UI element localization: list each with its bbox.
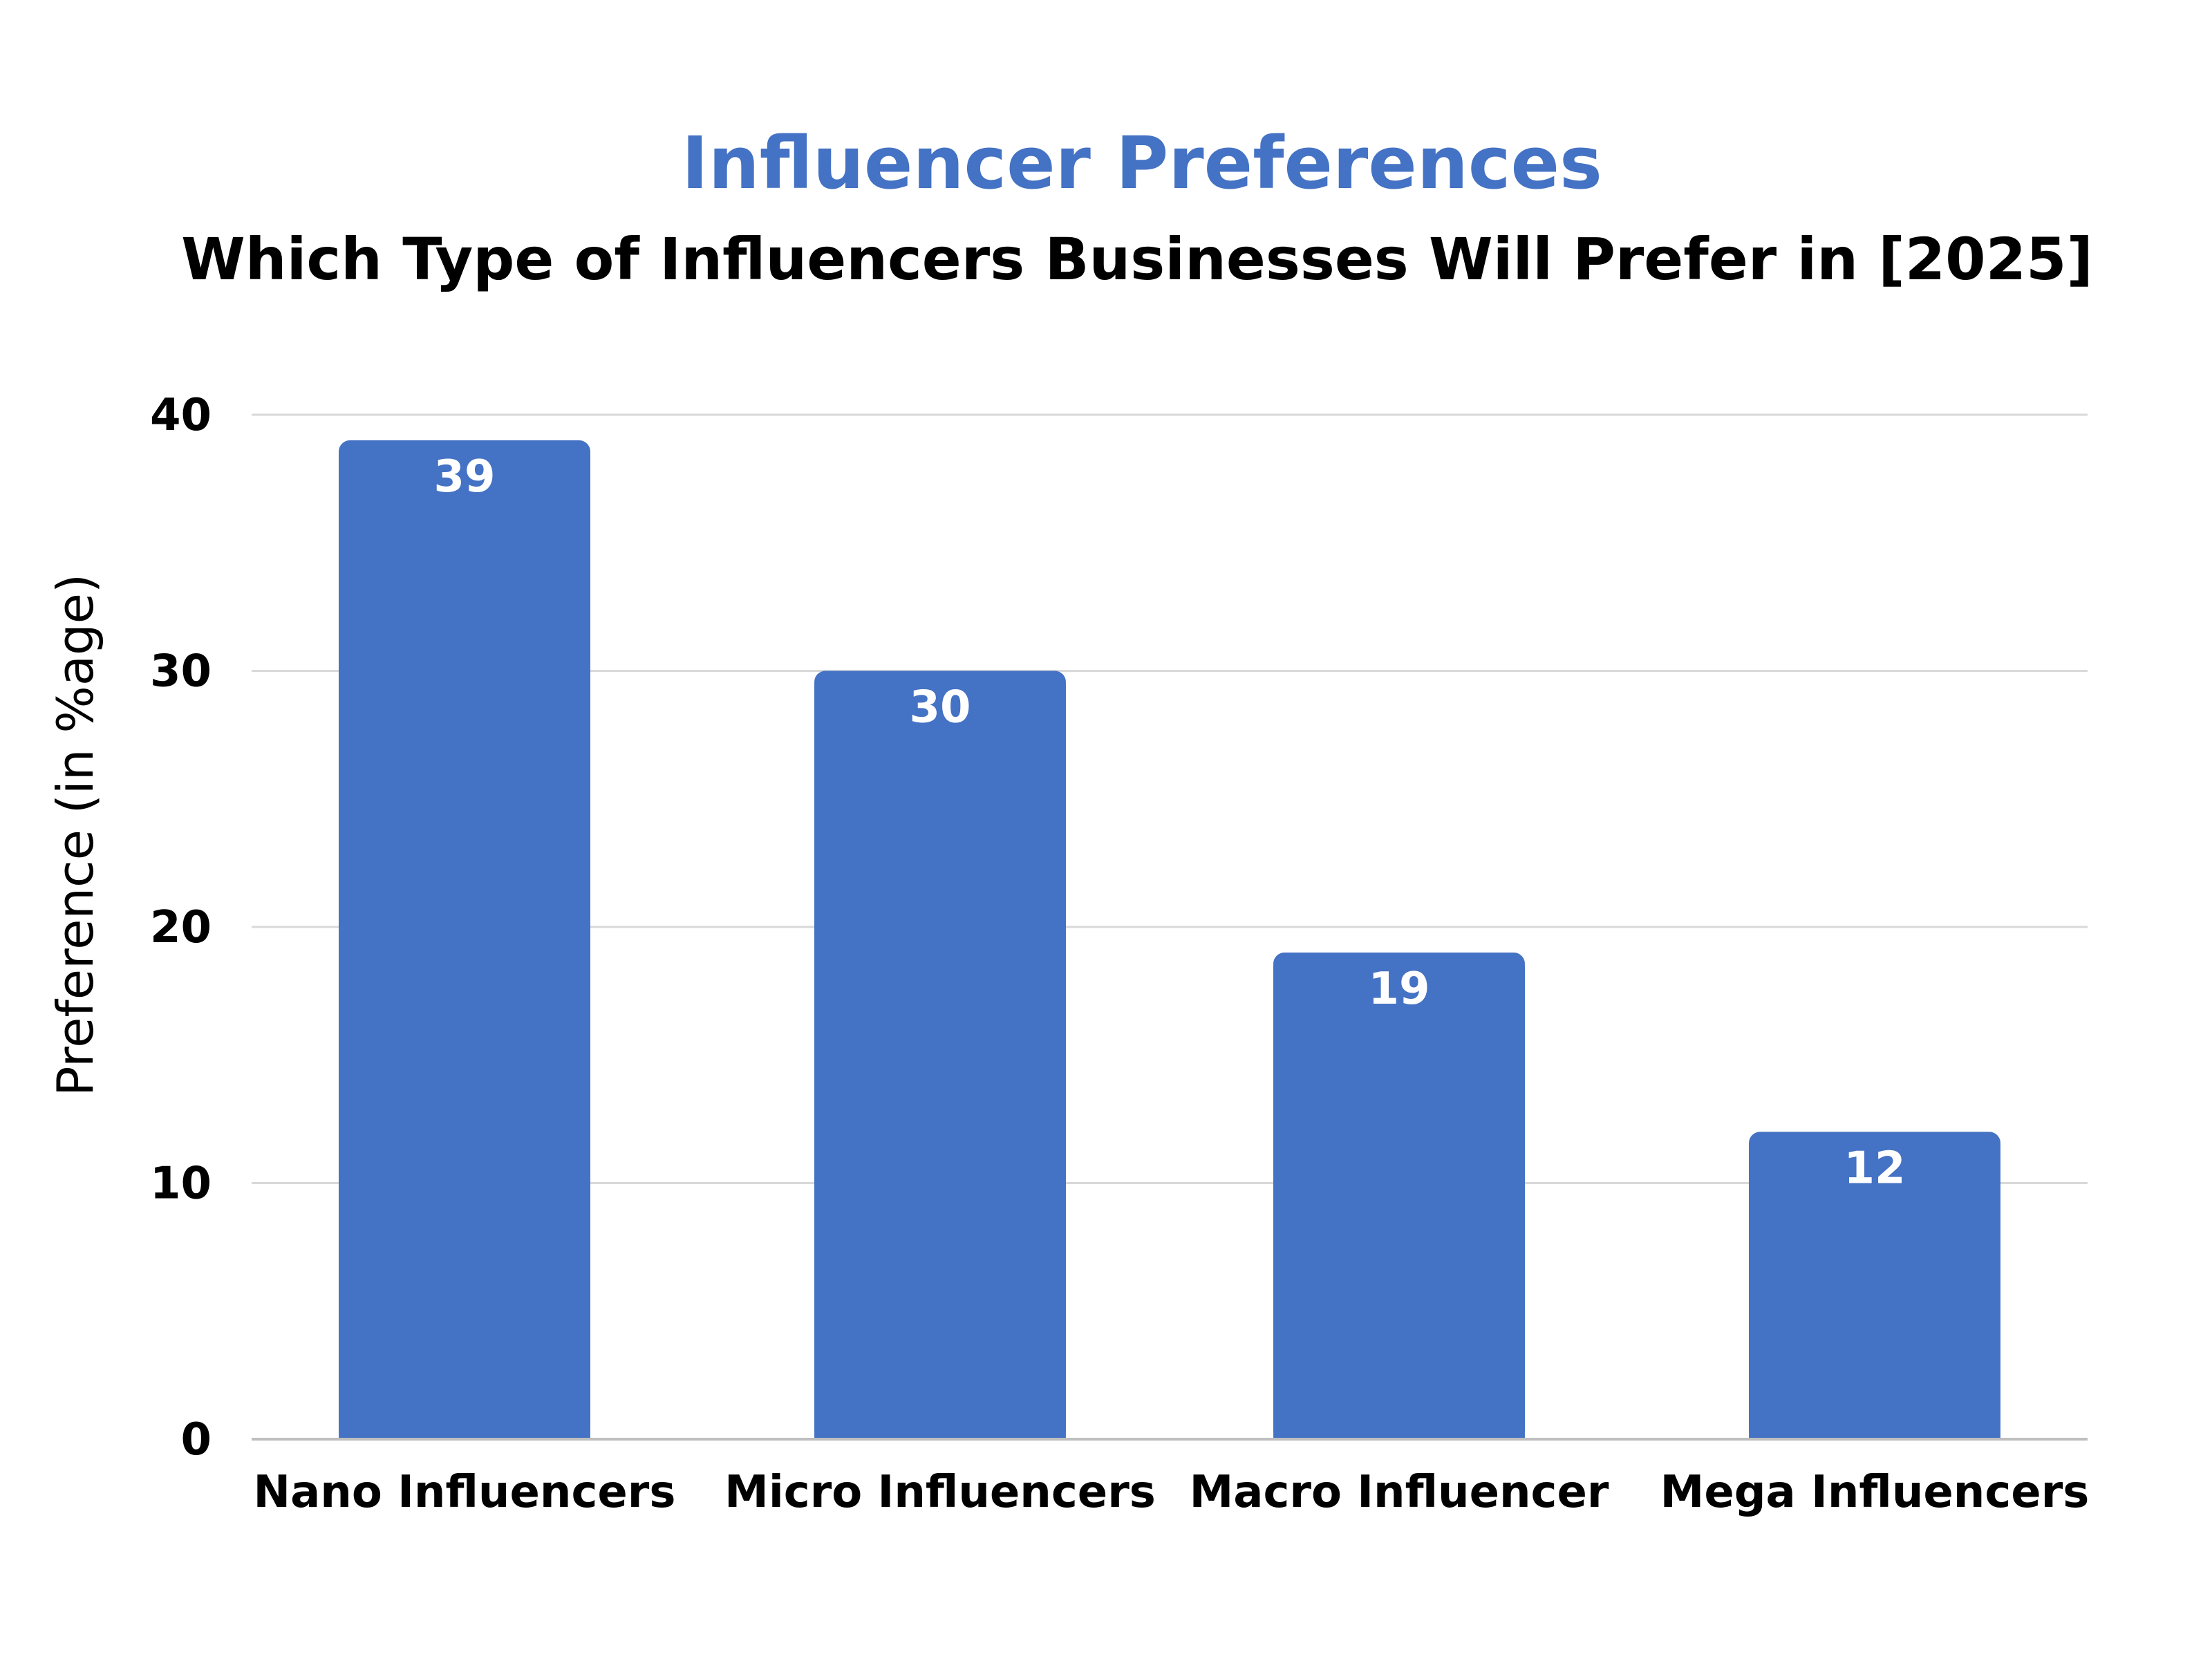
bar-data-label: 30	[909, 682, 971, 733]
x-category-label: Mega Influencers	[1660, 1467, 2090, 1518]
x-category-label: Macro Influencer	[1190, 1467, 1609, 1518]
y-tick-label: 30	[150, 646, 212, 697]
y-tick-label: 10	[150, 1159, 212, 1210]
x-category-label: Micro Influencers	[724, 1467, 1156, 1518]
y-axis-title: Preference (in %age)	[46, 574, 104, 1096]
y-tick-label: 0	[180, 1414, 212, 1465]
bars: 39 30 19 12	[339, 440, 2000, 1441]
bar-base	[814, 684, 1066, 1439]
y-tick-label: 20	[150, 902, 212, 953]
chart-subtitle: Which Type of Influencers Businesses Wil…	[181, 225, 2093, 293]
chart-title: Influencer Preferences	[682, 121, 1602, 205]
bar-data-label: 19	[1368, 964, 1430, 1015]
bar-data-label: 12	[1844, 1143, 1905, 1194]
y-tick-label: 40	[150, 390, 212, 441]
axes: 0 10 20 30 40 Nano Influencers Micro Influence…	[150, 390, 2089, 1518]
bar-base	[1749, 1145, 2000, 1439]
x-category-label: Nano Influencers	[254, 1467, 676, 1518]
bar-data-label: 39	[433, 451, 495, 503]
bar-base	[1273, 966, 1525, 1439]
bar-base	[339, 454, 590, 1439]
